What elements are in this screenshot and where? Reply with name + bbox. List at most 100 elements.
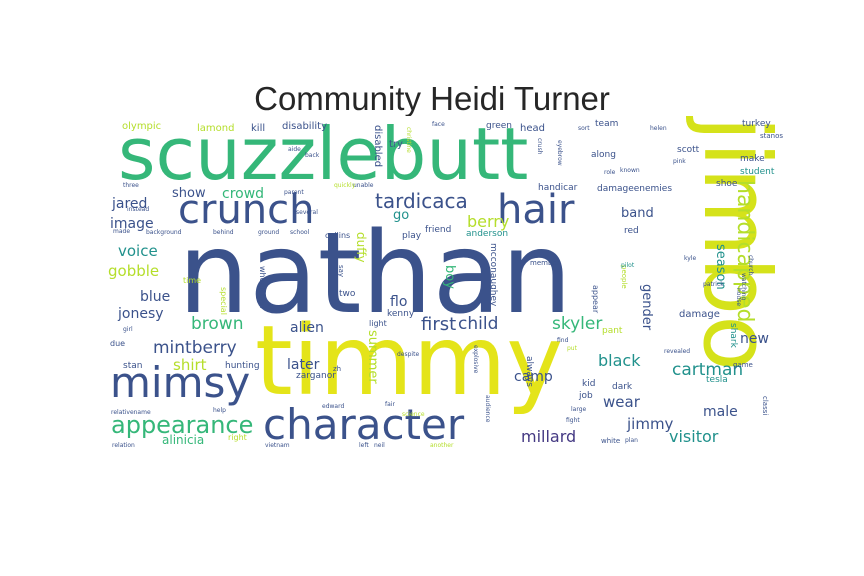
word-jimmy: jimmy [627, 415, 674, 433]
word-jonesy: jonesy [118, 306, 164, 322]
word-girl: girl [123, 326, 133, 333]
word-first: first [421, 314, 457, 335]
word-mcconaughey: mcconaughey [488, 243, 498, 307]
word-jared: jared [112, 196, 148, 212]
word-alien: alien [290, 320, 324, 336]
word-always: always [524, 356, 534, 387]
word-crunch: crunch [178, 187, 315, 233]
word-help: help [213, 407, 226, 414]
word-explosive: explosive [472, 345, 479, 374]
word-zarganor: zarganor [296, 371, 336, 381]
chart-title: Community Heidi Turner [254, 80, 610, 117]
word-show: show [172, 186, 206, 201]
word-christine: christine [405, 127, 412, 153]
word-crowd: crowd [222, 186, 265, 202]
word-damageenemies: damageenemies [597, 184, 673, 194]
word-camp: camp [514, 369, 553, 385]
word-later: later [287, 357, 320, 373]
word-along: along [591, 150, 616, 160]
word-cloud: nathan timmy jimbo scuzzlebutt character mims… [108, 116, 784, 454]
word-new: new [740, 331, 769, 347]
word-play: play [402, 231, 422, 241]
word-handicar: handicar [538, 183, 578, 193]
word-audience: audience [484, 395, 491, 423]
word-hunting: hunting [225, 361, 260, 371]
word-two: two [339, 289, 356, 299]
word-say: say [337, 265, 345, 278]
word-wear: wear [603, 393, 640, 411]
word-member: member [530, 259, 560, 267]
word-green: green [486, 121, 512, 131]
word-wheelchair: wheelchair [258, 266, 267, 310]
word-mintberry: mintberry [153, 338, 237, 358]
word-dark: dark [612, 382, 633, 392]
word-classi: classi [761, 396, 769, 416]
word-student: student [740, 167, 775, 177]
word-character: character [263, 400, 465, 449]
word-shark: shark [728, 323, 738, 348]
word-due: due [110, 339, 126, 348]
word-parent: parent [284, 189, 304, 196]
word-watching: watching [740, 273, 747, 301]
word-male: male [703, 404, 738, 420]
word-skyler: skyler [552, 314, 603, 334]
word-voice: voice [118, 242, 158, 260]
word-band: band [621, 206, 654, 221]
word-stanos: stanos [760, 132, 784, 140]
word-kill: kill [251, 123, 266, 134]
word-nathan: nathan [178, 209, 573, 339]
word-plan: plan [625, 437, 638, 444]
word-tesla: tesla [706, 375, 728, 385]
word-disability: disability [282, 121, 327, 132]
word-brown: brown [191, 314, 244, 334]
word-kyle: kyle [684, 255, 697, 262]
word-gobble: gobble [108, 262, 160, 280]
word-instead: instead [127, 206, 150, 213]
word-three: three [123, 182, 139, 189]
word-church: church [747, 255, 754, 276]
word-helen: helen [650, 125, 667, 132]
word-collins: collins [325, 231, 351, 240]
word-image: image [110, 216, 154, 232]
word-white: white [601, 437, 621, 445]
word-try: try [389, 139, 403, 150]
word-turkey: turkey [742, 119, 771, 129]
word-tardicaca: tardicaca [375, 189, 468, 213]
word-appear: appear [591, 285, 600, 314]
word-eyebrow: eyebrow [556, 140, 563, 166]
word-hair: hair [497, 187, 575, 233]
word-black: black [598, 351, 641, 370]
word-neil: neil [374, 442, 385, 449]
word-school: school [290, 229, 310, 236]
word-several: several [296, 209, 318, 216]
word-ground: ground [258, 229, 280, 236]
word-scott: scott [677, 145, 700, 155]
word-kenny: kenny [387, 309, 415, 319]
word-boy: boy [442, 265, 457, 289]
word-fight: fight [566, 417, 580, 424]
word-go: go [393, 208, 410, 223]
word-duffy: duffy [354, 232, 368, 263]
word-flo: flo [390, 294, 408, 310]
word-quickly: quickly [334, 182, 356, 189]
word-despite: despite [397, 351, 420, 358]
word-another: another [430, 442, 454, 449]
word-left: left [359, 442, 369, 449]
word-appearance: appearance [111, 411, 254, 439]
word-revealed: revealed [664, 348, 691, 355]
word-mimsy: mimsy [110, 358, 251, 407]
word-known: known [620, 167, 640, 174]
word-gender: gender [639, 284, 654, 331]
word-kid: kid [582, 379, 596, 389]
word-aide: aide [288, 146, 301, 153]
word-millard: millard [521, 427, 577, 446]
word-visitor: visitor [669, 427, 719, 446]
word-patrick: patrick [703, 281, 724, 288]
word-vietnam: vietnam [265, 442, 290, 449]
word-right: right [228, 433, 247, 442]
word-berry: berry [467, 212, 510, 231]
word-relativename: relativename [111, 409, 151, 416]
word-made: made [113, 228, 131, 235]
word-head: head [520, 123, 545, 134]
word-team: team [595, 119, 619, 129]
